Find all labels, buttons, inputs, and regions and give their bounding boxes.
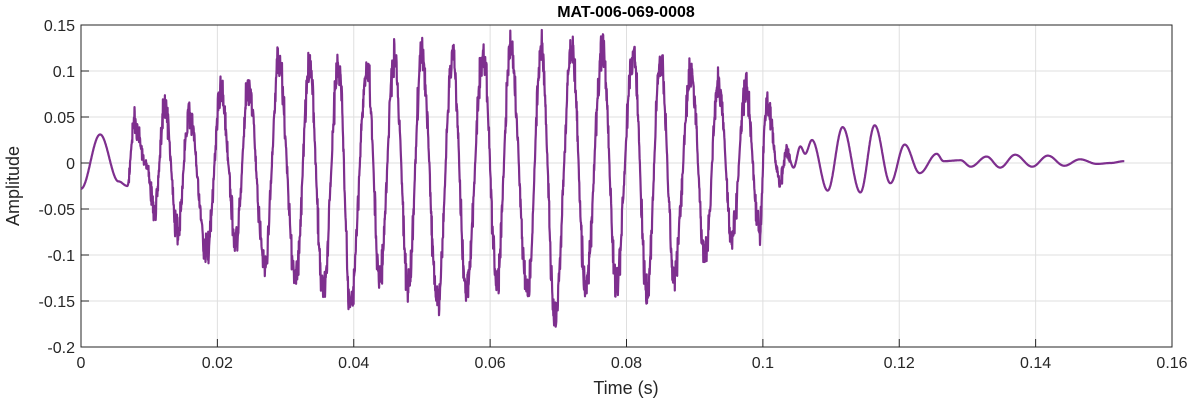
x-tick-label: 0.1 — [752, 355, 774, 372]
x-tick-label: 0 — [77, 355, 86, 372]
y-axis-label: Amplitude — [3, 146, 23, 226]
x-tick-label: 0.04 — [338, 355, 369, 372]
y-tick-label: -0.1 — [47, 248, 75, 265]
y-tick-label: -0.05 — [39, 202, 76, 219]
x-axis-label: Time (s) — [593, 378, 658, 398]
x-tick-label: 0.08 — [611, 355, 642, 372]
y-tick-label: 0.1 — [53, 64, 75, 81]
chart-title: MAT-006-069-0008 — [557, 4, 695, 21]
signal-line — [80, 28, 1126, 328]
ticks: 0 0.02 0.04 0.06 0.08 0.1 0.12 0.14 0.16 -0.2 -0.1… — [39, 18, 1188, 372]
y-tick-label: -0.15 — [39, 294, 76, 311]
x-tick-label: 0.06 — [475, 355, 506, 372]
y-tick-label: 0 — [66, 156, 75, 173]
y-tick-label: -0.2 — [47, 340, 75, 357]
x-tick-label: 0.16 — [1156, 355, 1187, 372]
y-tick-label: 0.05 — [44, 110, 75, 127]
x-tick-label: 0.14 — [1020, 355, 1051, 372]
grid — [80, 24, 1173, 348]
x-tick-label: 0.02 — [202, 355, 233, 372]
x-tick-label: 0.12 — [884, 355, 915, 372]
y-tick-label: 0.15 — [44, 18, 75, 35]
